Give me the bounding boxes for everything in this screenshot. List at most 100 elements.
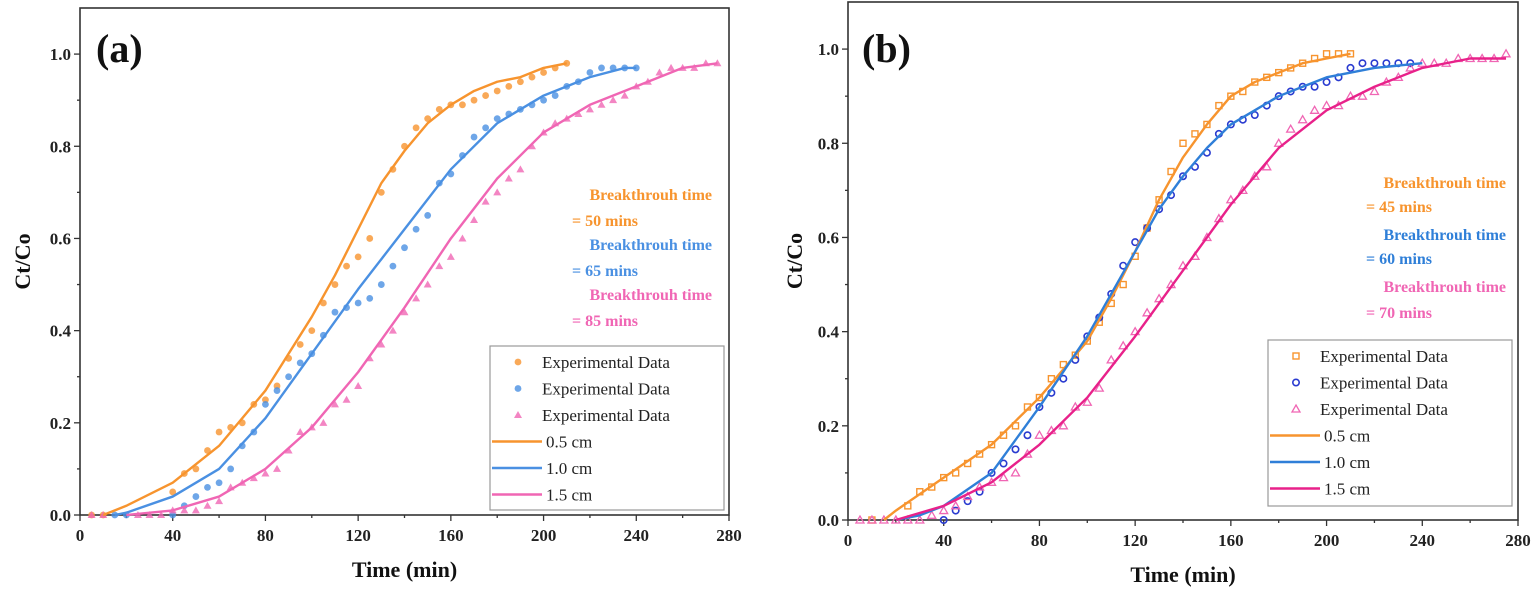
data-point bbox=[284, 446, 293, 454]
data-point bbox=[540, 96, 547, 104]
breakthrough-value: = 45 mins bbox=[1366, 199, 1432, 216]
data-point bbox=[273, 464, 282, 472]
data-point bbox=[366, 294, 374, 302]
data-point bbox=[435, 106, 443, 113]
data-point bbox=[330, 400, 339, 408]
data-point bbox=[308, 327, 316, 335]
data-point bbox=[516, 78, 524, 86]
y-tick-label: 0.8 bbox=[50, 137, 71, 156]
data-point bbox=[180, 506, 189, 514]
data-point bbox=[470, 216, 479, 224]
data-point bbox=[424, 115, 432, 123]
data-point bbox=[435, 262, 444, 270]
data-point bbox=[551, 92, 559, 99]
legend-label: 1.5 cm bbox=[1324, 480, 1370, 499]
data-point bbox=[191, 506, 200, 514]
data-point bbox=[1227, 92, 1235, 100]
breakthrough-value: = 65 mins bbox=[572, 263, 638, 280]
data-point bbox=[926, 509, 937, 519]
data-point bbox=[1011, 422, 1020, 430]
data-point bbox=[1249, 170, 1260, 180]
legend-marker-swatch bbox=[1292, 378, 1301, 387]
data-point bbox=[412, 225, 420, 233]
data-point bbox=[1059, 374, 1068, 383]
data-point bbox=[655, 68, 664, 76]
data-point bbox=[1226, 120, 1235, 129]
data-point bbox=[87, 511, 96, 518]
y-tick-label: 0.0 bbox=[818, 511, 839, 530]
panel-b: 0 40 80 120 160 200 240 280 0.0 0.2 0.4 0.6 0.8 1.0 Ti… bbox=[782, 1, 1531, 587]
data-point bbox=[493, 188, 502, 196]
data-point bbox=[1058, 420, 1069, 430]
legend-item: 0.5 cm bbox=[492, 433, 592, 452]
y-tick-label: 0.8 bbox=[818, 134, 839, 153]
x-tick-label: 200 bbox=[1314, 531, 1340, 550]
legend-label: Experimental Data bbox=[542, 406, 670, 425]
x-tick-label: 0 bbox=[844, 531, 853, 550]
data-point bbox=[902, 514, 913, 524]
legend: Experimental Data Experimental Data Experi… bbox=[489, 345, 725, 511]
data-point bbox=[1500, 48, 1512, 58]
data-point bbox=[204, 447, 211, 454]
data-point bbox=[586, 69, 594, 76]
data-point bbox=[938, 505, 949, 515]
x-axis-label: Time (min) bbox=[352, 557, 457, 582]
data-point bbox=[1010, 467, 1021, 477]
data-point bbox=[1358, 59, 1367, 68]
fit-line bbox=[114, 66, 637, 517]
x-tick-label: 200 bbox=[531, 526, 557, 545]
data-point bbox=[1118, 340, 1129, 350]
data-point bbox=[598, 64, 605, 72]
data-point bbox=[1106, 354, 1117, 364]
data-point bbox=[609, 96, 618, 104]
legend: Experimental Data Experimental Data Experi… bbox=[1267, 339, 1513, 507]
data-point bbox=[354, 299, 362, 307]
data-point bbox=[203, 501, 212, 509]
data-point bbox=[1321, 100, 1332, 110]
data-point bbox=[866, 514, 878, 524]
data-point bbox=[1322, 78, 1331, 87]
data-point bbox=[377, 281, 385, 288]
data-point bbox=[1322, 50, 1331, 58]
data-point bbox=[1285, 123, 1296, 133]
y-tick-label: 1.0 bbox=[818, 40, 839, 59]
data-point bbox=[987, 468, 996, 477]
series-fit-5 bbox=[895, 57, 1507, 522]
data-point bbox=[620, 91, 629, 99]
data-point bbox=[400, 308, 409, 316]
legend-item: 1.0 cm bbox=[492, 459, 592, 478]
legend-item: Experimental Data bbox=[514, 406, 670, 425]
x-tick-label: 240 bbox=[624, 526, 650, 545]
y-tick-label: 0.4 bbox=[50, 322, 72, 341]
legend-item: Experimental Data bbox=[514, 353, 670, 372]
data-point bbox=[1203, 120, 1211, 129]
y-axis-label: Ct/Co bbox=[10, 233, 35, 289]
data-point bbox=[1310, 82, 1319, 91]
data-point bbox=[1082, 396, 1093, 406]
data-point bbox=[950, 500, 961, 510]
data-point bbox=[423, 280, 432, 288]
data-point bbox=[482, 124, 490, 132]
data-point bbox=[1034, 429, 1045, 439]
legend-label: 1.5 cm bbox=[546, 486, 592, 505]
data-point bbox=[458, 234, 467, 242]
data-point bbox=[1357, 90, 1368, 100]
legend-box bbox=[1267, 339, 1513, 507]
y-tick-label: 0.4 bbox=[818, 323, 840, 342]
panel-label: (b) bbox=[862, 26, 911, 71]
data-point bbox=[377, 340, 386, 348]
breakthrough-label: Breakthrouh time bbox=[1383, 279, 1506, 296]
data-point bbox=[145, 511, 154, 518]
x-tick-label: 160 bbox=[1218, 531, 1244, 550]
data-point bbox=[528, 73, 536, 81]
legend-label: Experimental Data bbox=[542, 380, 670, 399]
data-point bbox=[1250, 111, 1259, 120]
data-point bbox=[493, 115, 501, 123]
legend-marker-swatch bbox=[1290, 403, 1302, 413]
data-point bbox=[504, 174, 513, 182]
data-point bbox=[540, 69, 547, 76]
data-point bbox=[388, 326, 397, 334]
legend-marker-swatch bbox=[514, 385, 522, 392]
data-point bbox=[157, 511, 166, 518]
series-fit-3 bbox=[102, 62, 567, 517]
